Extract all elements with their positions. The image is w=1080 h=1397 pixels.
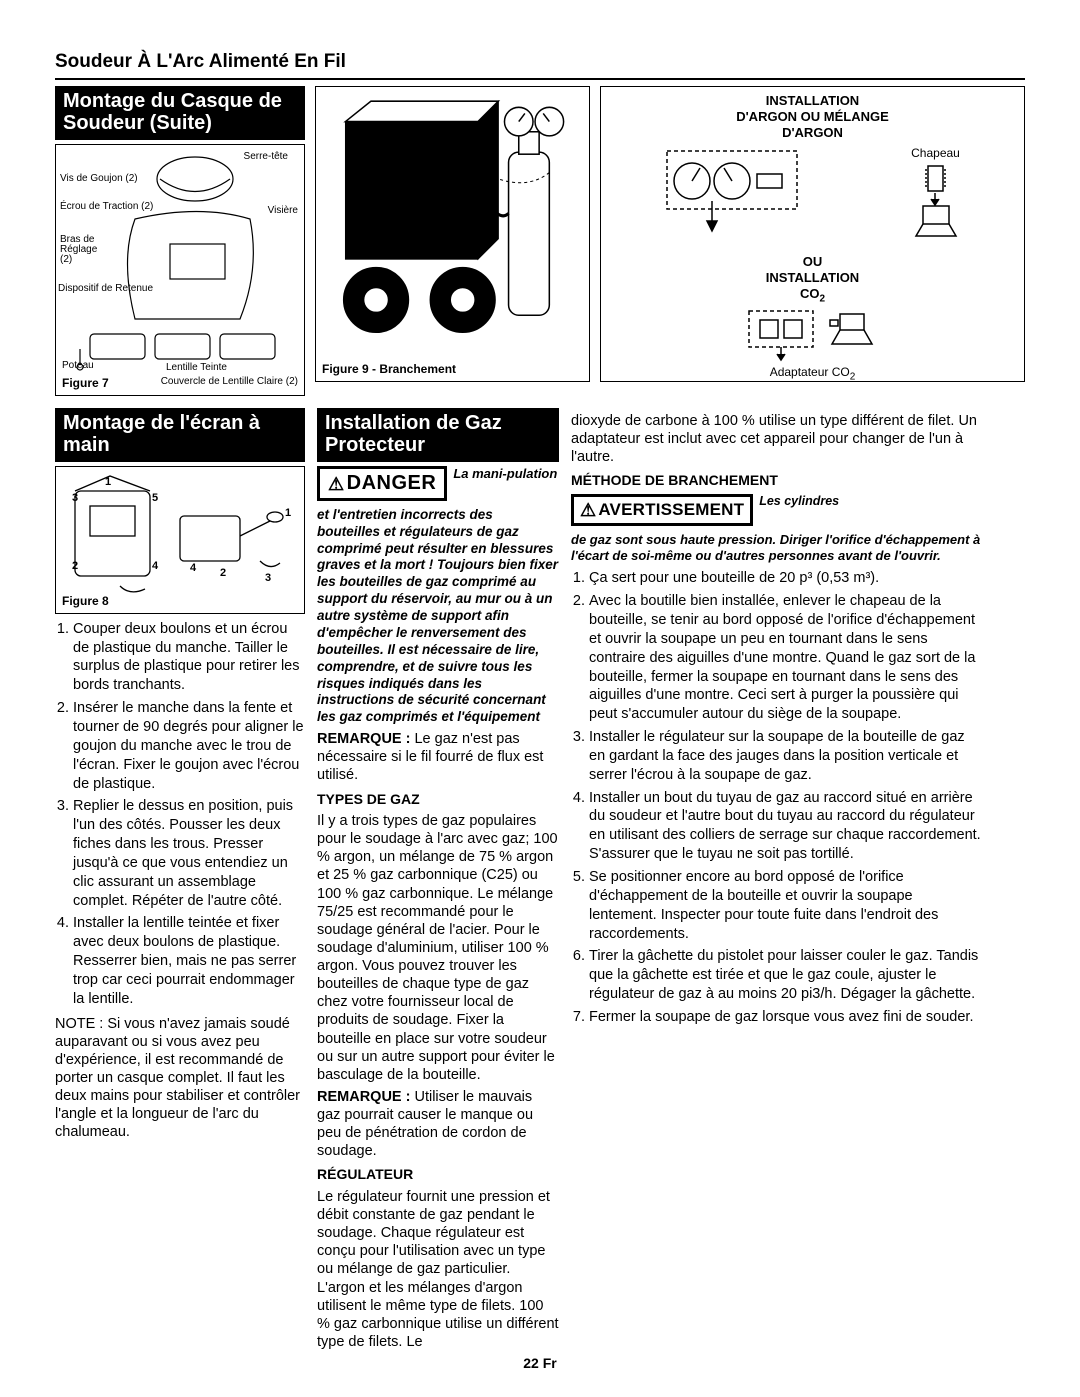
svg-text:3: 3 (72, 492, 78, 504)
svg-text:3: 3 (265, 572, 271, 584)
label-vis-goujon: Vis de Goujon (2) (60, 173, 138, 186)
ou-label: OU (609, 254, 1016, 270)
co2-regulator-icon (746, 308, 816, 363)
types-de-gaz-head: TYPES DE GAZ (317, 791, 559, 809)
gas-banner: Installation de Gaz Protecteur (317, 408, 559, 462)
svg-text:4: 4 (152, 560, 159, 572)
regulateur-head: RÉGULATEUR (317, 1166, 559, 1184)
page-title: Soudeur À L'Arc Alimenté En Fil (55, 50, 1025, 80)
figure-7-box: Serre-tête Vis de Goujon (2) Écrou de Tr… (55, 144, 305, 396)
handshield-step-4: Installer la lentille teintée et fixer a… (73, 914, 305, 1008)
chapeau-label: Chapeau (908, 146, 963, 161)
method-step-6: Tirer la gâchette du pistolet pour laiss… (589, 947, 981, 1004)
remarque-1: REMARQUE : Le gaz n'est pas nécessaire s… (317, 730, 559, 784)
danger-lead: La mani-pulation (453, 466, 559, 482)
handshield-step-3: Replier le dessus en position, puis l'un… (73, 797, 305, 910)
method-step-3: Installer le régulateur sur la soupape d… (589, 728, 981, 785)
label-visiere: Visière (268, 205, 298, 218)
adaptateur-label: Adaptateur CO2 (609, 365, 1016, 384)
regulateur-body: Le régulateur fournit une pression et dé… (317, 1188, 559, 1351)
svg-text:5: 5 (152, 492, 158, 504)
figure-9-label: Figure 9 - Branchement (322, 362, 456, 377)
method-step-4: Installer un bout du tuyau de gaz au rac… (589, 789, 981, 864)
types-de-gaz-body: Il y a trois types de gaz populaires pou… (317, 812, 559, 1084)
danger-badge: DANGER (317, 466, 447, 501)
svg-text:2: 2 (72, 560, 78, 572)
figure-9-box: Figure 9 - Branchement (315, 86, 590, 382)
method-step-5: Se positionner encore au bord opposé de … (589, 868, 981, 943)
method-step-2: Avec la boutille bien installée, enlever… (589, 592, 981, 724)
argon-regulator-diagram (662, 146, 802, 246)
methode-head: MÉTHODE DE BRANCHEMENT (571, 472, 981, 490)
label-dispositif-retenue: Dispositif de Retenue (58, 283, 153, 296)
co2-valve-icon (824, 308, 879, 363)
avert-text: de gaz sont sous haute pression. Diriger… (571, 532, 981, 563)
label-bras-reglage: Bras de Réglage (2) (60, 235, 108, 265)
figure-8-label: Figure 8 (62, 594, 109, 609)
handshield-diagram: 1 3 5 2 4 1 4 2 3 (60, 471, 300, 601)
figure-8-box: 1 3 5 2 4 1 4 2 3 Figure 8 (55, 466, 305, 614)
figure-7-label: Figure 7 (62, 376, 109, 391)
helmet-banner: Montage du Casque de Soudeur (Suite) (55, 86, 305, 140)
chapeau-icon (908, 161, 963, 246)
label-ecrou-traction: Écrou de Traction (2) (60, 201, 153, 214)
label-lentille-teinte: Lentille Teinte (166, 362, 227, 375)
page-number: 22 Fr (523, 1355, 556, 1373)
handshield-steps: Couper deux boulons et un écrou de plast… (55, 620, 305, 1009)
install-box: INSTALLATION D'ARGON OU MÉLANGE D'ARGON (600, 86, 1025, 382)
danger-text: et l'entretien incorrects des bouteilles… (317, 507, 559, 726)
handshield-step-2: Insérer le manche dans la fente et tourn… (73, 699, 305, 793)
svg-text:1: 1 (285, 507, 291, 519)
argon-head-1: INSTALLATION (609, 93, 1016, 109)
label-serre-tete: Serre-tête (244, 151, 288, 164)
label-couvercle-lentille: Couvercle de Lentille Claire (2) (161, 376, 298, 389)
method-step-1: Ça sert pour une bouteille de 20 p³ (0,5… (589, 569, 981, 588)
co2-head-1: INSTALLATION (609, 270, 1016, 286)
method-steps: Ça sert pour une bouteille de 20 p³ (0,5… (571, 569, 981, 1026)
svg-text:2: 2 (220, 567, 226, 579)
dioxyde-body: dioxyde de carbone à 100 % utilise un ty… (571, 412, 981, 466)
handshield-note: NOTE : Si vous n'avez jamais soudé aupar… (55, 1015, 305, 1142)
method-step-7: Fermer la soupape de gaz lorsque vous av… (589, 1008, 981, 1027)
svg-text:4: 4 (190, 562, 197, 574)
avert-lead: Les cylindres (759, 494, 981, 510)
avertissement-badge: AVERTISSEMENT (571, 494, 753, 527)
label-poteau: Poteau (62, 360, 94, 373)
argon-head-3: D'ARGON (609, 125, 1016, 141)
svg-text:1: 1 (105, 476, 111, 488)
co2-head-2: CO2 (609, 286, 1016, 306)
welder-diagram (320, 91, 585, 371)
handshield-banner: Montage de l'écran à main (55, 408, 305, 462)
handshield-step-1: Couper deux boulons et un écrou de plast… (73, 620, 305, 695)
remarque-2: REMARQUE : Utiliser le mauvais gaz pourr… (317, 1088, 559, 1161)
argon-head-2: D'ARGON OU MÉLANGE (609, 109, 1016, 125)
